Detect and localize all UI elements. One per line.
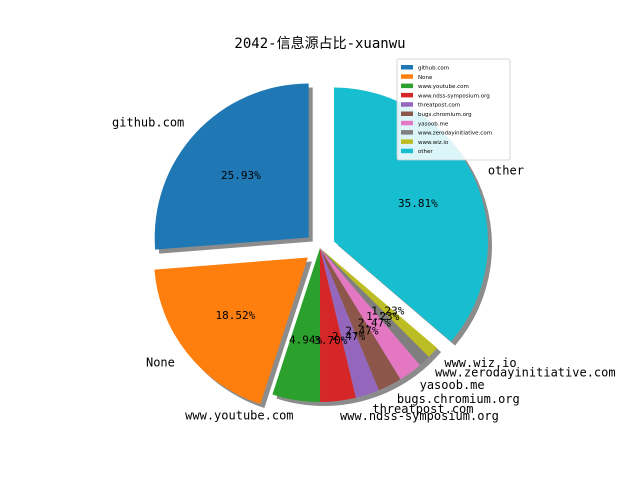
legend-swatch-threatpost-com: [401, 102, 413, 107]
percent-label-none: 18.52%: [215, 309, 255, 322]
percent-label-www-zerodayinitiative-com: 1.23%: [366, 310, 399, 323]
slice-www-youtube-com: [272, 248, 321, 402]
legend-label-www-youtube-com: www.youtube.com: [418, 84, 469, 90]
percent-label-www-ndss-symposium-org: 3.70%: [314, 334, 347, 347]
category-label-none: None: [146, 355, 175, 369]
category-label-github-com: github.com: [112, 116, 184, 130]
category-labels: github.com None www.youtube.com www.ndss-sy…: [112, 116, 616, 424]
legend-label-www-ndss-symposium-org: www.ndss-symposium.org: [418, 93, 490, 99]
legend-swatch-other: [401, 148, 413, 154]
slice-www-ndss-symposium-org: [320, 248, 356, 402]
legend-frame: [396, 58, 511, 161]
legend-label-www-zerodayinitiative-com: www.zerodayinitiative.com: [418, 131, 492, 137]
category-label-www-youtube-com: www.youtube.com: [185, 408, 293, 422]
category-label-yasoob-me: yasoob.me: [420, 378, 485, 392]
category-label-www-zerodayinitiative-com: www.zerodayinitiative.com: [435, 365, 616, 379]
legend-label-yasoob-me: yasoob.me: [418, 121, 449, 127]
slice-www-zerodayinitiative-com: [320, 248, 429, 366]
percent-label-www-wiz-io: 1.23%: [371, 305, 404, 318]
percent-label-other: 35.81%: [398, 197, 438, 210]
slice-bugs-chromium-org: [320, 248, 401, 391]
legend-label-bugs-chromium-org: bugs.chromium.org: [418, 112, 472, 118]
legend-swatch-www-ndss-symposium-org: [401, 92, 413, 98]
legend-label-threatpost-com: threatpost.com: [418, 103, 460, 109]
category-label-www-wiz-io: www.wiz.io: [444, 356, 516, 370]
percent-label-yasoob-me: 2.47%: [358, 317, 391, 330]
legend-swatch-www-wiz-io: [401, 139, 413, 144]
chart-title: 2042-信息源占比-xuanwu: [234, 35, 405, 52]
legend-label-none: None: [418, 75, 433, 81]
percent-labels: 25.93%18.52%4.94%3.70%2.47%2.47%2.47%1.2…: [215, 169, 438, 347]
slice-github-com: [154, 83, 309, 250]
category-label-www-ndss-symposium-org: www.ndss-symposium.org: [340, 409, 499, 423]
legend-swatch-yasoob-me: [401, 120, 413, 126]
legend-swatch-github-com: [401, 65, 413, 70]
legend-swatch-www-zerodayinitiative-com: [401, 130, 413, 135]
legend-label-github-com: github.com: [418, 66, 449, 72]
legend-label-other: other: [418, 149, 433, 155]
legend-swatch-bugs-chromium-org: [401, 111, 413, 116]
category-label-other: other: [488, 164, 524, 178]
percent-label-www-youtube-com: 4.94%: [289, 333, 322, 346]
category-label-bugs-chromium-org: bugs.chromium.org: [397, 392, 520, 406]
percent-label-bugs-chromium-org: 2.47%: [345, 324, 378, 337]
legend-swatch-www-youtube-com: [401, 83, 413, 89]
legend: github.com None www.youtube.com www.ndss-sy…: [396, 58, 511, 161]
percent-label-threatpost-com: 2.47%: [332, 330, 365, 343]
percent-label-github-com: 25.93%: [221, 169, 261, 182]
slice-www-wiz-io: [320, 248, 438, 357]
slice-yasoob-me: [320, 248, 421, 380]
slice-threatpost-com: [320, 248, 379, 398]
legend-swatch-none: [401, 74, 413, 79]
category-label-threatpost-com: threatpost.com: [372, 402, 473, 416]
legend-label-www-wiz-io: www.wiz.io: [418, 140, 449, 146]
slice-none: [154, 257, 308, 405]
